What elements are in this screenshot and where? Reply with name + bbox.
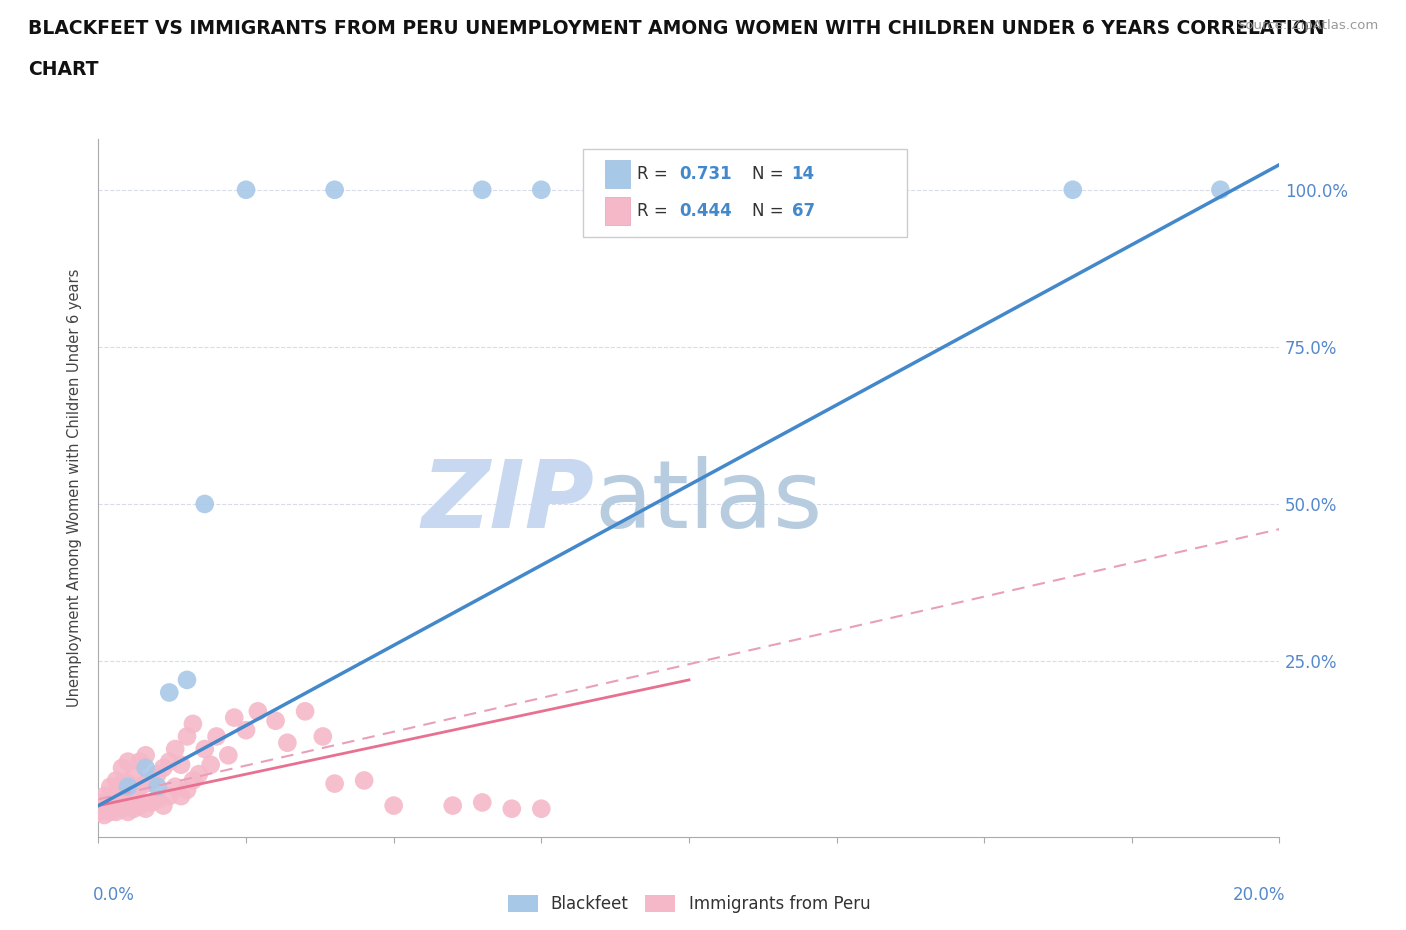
Point [98,804,121,819]
Point [141,773,163,788]
Point [98,798,121,813]
Point [353,773,375,788]
Point [194,497,217,512]
Point [323,777,346,791]
Text: 14: 14 [792,165,814,183]
Point [117,804,139,819]
Point [111,777,134,791]
Text: Source: ZipAtlas.com: Source: ZipAtlas.com [1237,19,1378,32]
Point [146,766,169,781]
Point [157,789,180,804]
Point [135,761,157,776]
Text: 67: 67 [792,202,814,220]
Point [135,748,157,763]
Point [87,802,110,817]
Text: 0.0%: 0.0% [93,885,135,904]
Point [128,754,150,769]
Point [93,795,115,810]
Point [93,789,115,804]
Point [678,182,700,197]
Point [235,723,257,737]
Point [235,182,257,197]
Point [152,761,174,776]
Point [105,795,128,810]
Point [128,798,150,813]
Point [135,802,157,817]
Point [471,795,494,810]
Text: atlas: atlas [595,457,823,548]
Point [323,182,346,197]
Point [884,182,907,197]
Point [471,182,494,197]
Point [165,741,187,756]
Point [157,685,180,700]
Point [117,795,139,810]
Legend: Blackfeet, Immigrants from Peru: Blackfeet, Immigrants from Peru [501,888,877,920]
Text: N =: N = [752,202,789,220]
Text: N =: N = [752,165,789,183]
Point [135,777,157,791]
Point [187,766,209,781]
Point [224,711,246,725]
Text: BLACKFEET VS IMMIGRANTS FROM PERU UNEMPLOYMENT AMONG WOMEN WITH CHILDREN UNDER 6: BLACKFEET VS IMMIGRANTS FROM PERU UNEMPL… [28,19,1324,37]
Point [441,798,464,813]
Point [111,761,134,776]
Point [176,672,198,687]
Point [264,713,287,728]
Point [165,779,187,794]
Point [117,779,139,794]
Point [141,795,163,810]
Point [170,757,193,772]
Y-axis label: Unemployment Among Women with Children Under 6 years: Unemployment Among Women with Children U… [67,269,83,708]
Point [93,802,115,817]
Point [194,741,217,756]
Point [128,779,150,794]
Point [294,704,316,719]
Point [111,791,134,806]
Point [501,802,523,817]
Point [170,789,193,804]
Point [530,802,553,817]
Point [122,802,145,817]
Point [105,786,128,801]
Point [1062,182,1084,197]
Point [217,748,239,763]
Point [105,804,128,819]
Point [111,802,134,817]
Point [530,182,553,197]
Point [205,729,228,744]
Text: 0.444: 0.444 [679,202,733,220]
Point [117,754,139,769]
Point [146,779,169,794]
Point [176,729,198,744]
Point [122,789,145,804]
Point [200,757,222,772]
Point [382,798,405,813]
Point [312,729,335,744]
Point [98,779,121,794]
Point [152,798,174,813]
Point [146,791,169,806]
Text: R =: R = [637,165,673,183]
Point [1209,182,1232,197]
Point [181,716,204,731]
Text: R =: R = [637,202,673,220]
Point [105,773,128,788]
Point [176,782,198,797]
Point [87,798,110,813]
Point [87,804,110,819]
Text: 20.0%: 20.0% [1233,885,1285,904]
Point [117,777,139,791]
Text: ZIP: ZIP [422,457,595,548]
Point [93,807,115,822]
Point [157,754,180,769]
Point [122,766,145,781]
Point [181,773,204,788]
Point [276,736,298,751]
Point [98,791,121,806]
Text: 0.731: 0.731 [679,165,731,183]
Text: CHART: CHART [28,60,98,79]
Point [246,704,269,719]
